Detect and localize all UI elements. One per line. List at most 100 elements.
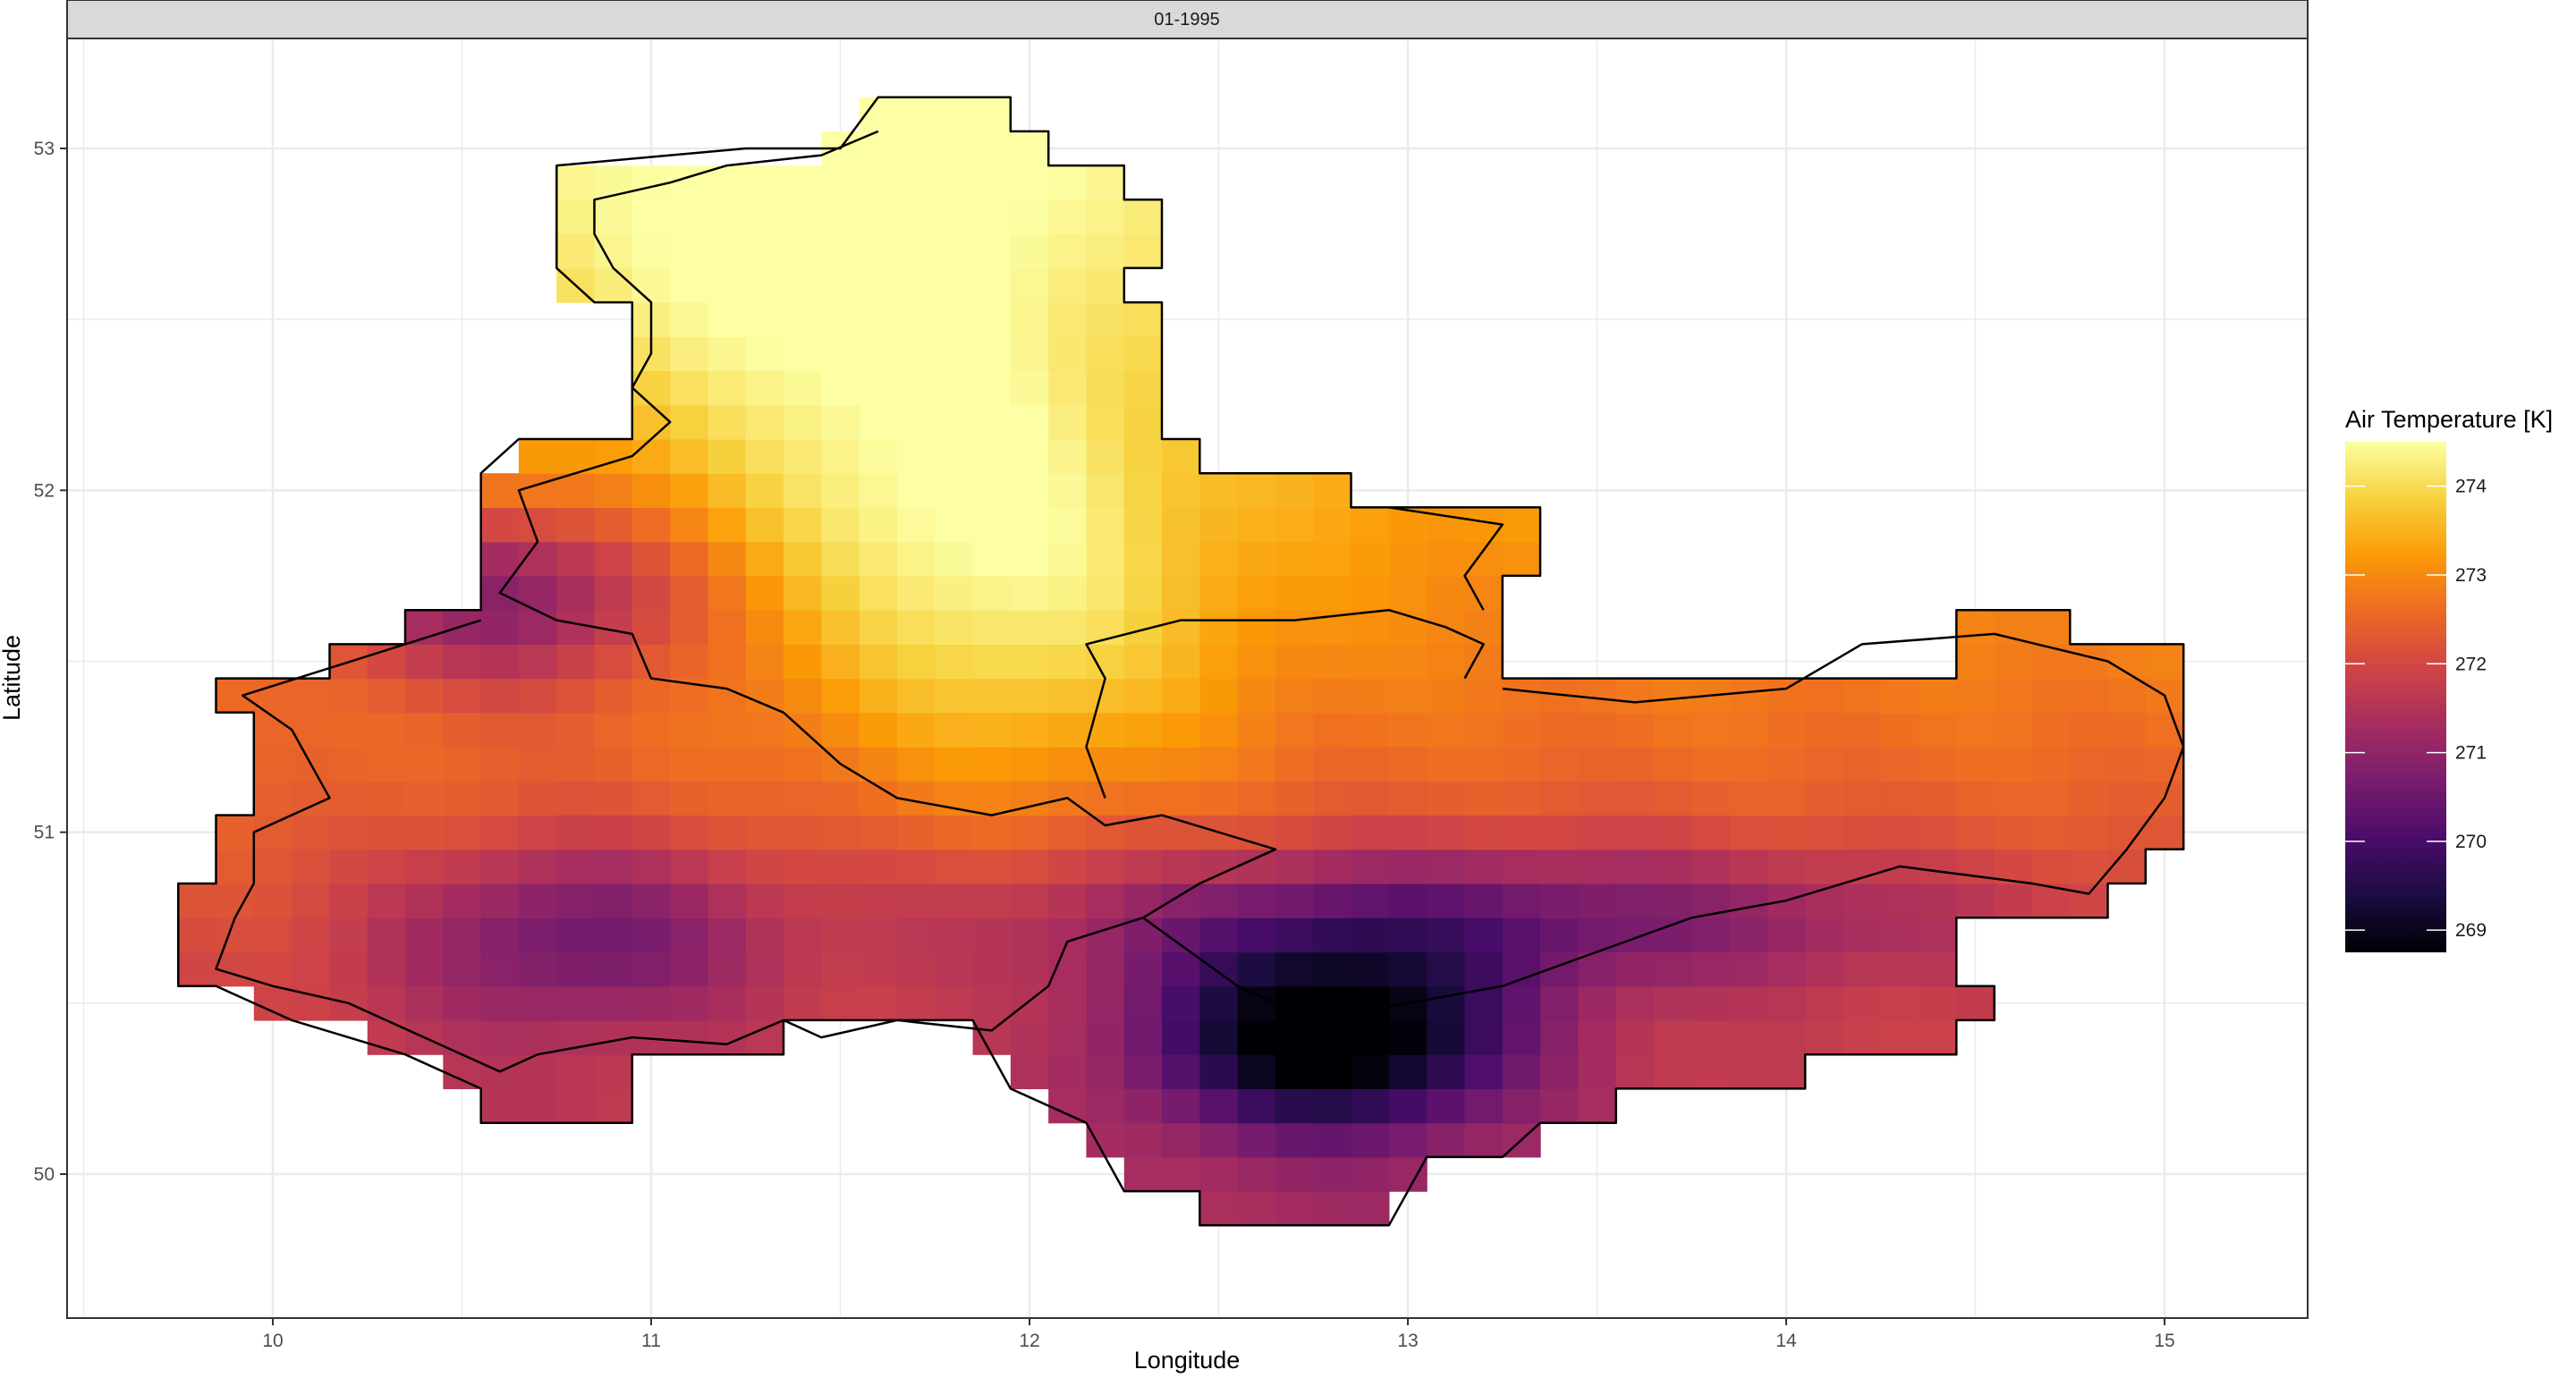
temperature-cell [784,438,822,474]
temperature-cell [745,883,784,918]
temperature-cell [784,199,822,235]
temperature-cell [935,883,974,918]
temperature-cell [972,610,1012,645]
temperature-cell [1313,985,1352,1021]
temperature-cell [1427,917,1466,953]
temperature-cell [1578,1054,1617,1090]
temperature-cell [1464,815,1504,850]
temperature-cell [670,165,709,200]
temperature-cell [745,575,784,611]
temperature-cell [896,131,936,166]
temperature-cell [1199,678,1239,714]
temperature-cell [896,678,936,714]
temperature-cell [708,336,747,372]
temperature-cell [1994,644,2033,680]
temperature-cell [1123,1088,1163,1124]
temperature-cell [821,267,860,303]
temperature-cell [594,541,633,577]
temperature-cell [1464,1019,1504,1055]
temperature-cell [518,747,557,782]
temperature-cell [972,267,1012,303]
temperature-cell [1123,199,1163,235]
temperature-cell [631,747,671,782]
temperature-cell [708,302,747,337]
temperature-cell [1048,883,1088,918]
legend-tick-label: 270 [2455,832,2487,852]
temperature-cell [1048,302,1088,337]
temperature-cell [631,917,671,953]
temperature-cell [216,849,255,884]
temperature-cell [896,849,936,884]
state-border-line [498,130,1277,868]
temperature-cell [1388,678,1428,714]
temperature-cell [1048,438,1088,474]
temperature-cell [1275,610,1314,645]
temperature-cell [896,404,936,440]
temperature-cell [594,1088,633,1124]
temperature-cell [972,199,1012,235]
temperature-cell [745,1019,784,1055]
temperature-cell [1919,678,1957,714]
temperature-cell [1010,644,1049,680]
temperature-cell [1767,985,1806,1021]
temperature-cell [821,370,860,406]
temperature-cell [594,507,633,543]
temperature-cell [1199,1054,1239,1090]
temperature-cell [935,97,974,132]
temperature-cell [518,507,557,543]
temperature-cell [859,199,898,235]
temperature-cell [253,781,292,816]
temperature-cell [1048,267,1088,303]
temperature-cell [1199,747,1239,782]
temperature-cell [935,336,974,372]
temperature-cell [1919,815,1957,850]
temperature-cell [1313,507,1352,543]
temperature-cell [1653,849,1692,884]
temperature-cell [594,747,633,782]
temperature-cell [935,507,974,543]
temperature-cell [1615,781,1655,816]
temperature-cell [1123,985,1163,1021]
temperature-cell [821,815,860,850]
temperature-cell [1880,985,1919,1021]
temperature-cell [1956,644,1996,680]
temperature-cell [2031,781,2071,816]
temperature-cell [1805,815,1844,850]
temperature-cell [1162,712,1200,748]
temperature-cell [1351,644,1390,680]
temperature-cell [1086,438,1125,474]
temperature-cell [670,1019,709,1055]
temperature-cell [1351,849,1390,884]
temperature-cell [1919,917,1957,953]
temperature-cell [1123,302,1163,337]
temperature-cell [784,473,822,509]
temperature-cell [1691,883,1731,918]
temperature-cell [1086,1019,1125,1055]
temperature-cell [1615,985,1655,1021]
temperature-cell [1502,678,1541,714]
x-tick-label: 14 [1775,1331,1797,1351]
temperature-cell [972,781,1012,816]
temperature-cell [1123,917,1163,953]
temperature-cell [1578,815,1617,850]
temperature-cell [1199,883,1239,918]
temperature-cell [480,917,520,953]
temperature-cell [1578,985,1617,1021]
temperature-cell [896,747,936,782]
temperature-cell [1123,473,1163,509]
temperature-cell [1427,1088,1466,1124]
temperature-cell [670,815,709,850]
temperature-cell [896,883,936,918]
temperature-cell [1313,473,1352,509]
temperature-cell [1313,747,1352,782]
temperature-cell [784,781,822,816]
temperature-cell [1956,985,1996,1021]
temperature-cell [1956,883,1996,918]
temperature-cell [1086,781,1125,816]
temperature-cell [2070,644,2109,680]
temperature-cell [670,541,709,577]
temperature-cell [556,1054,596,1090]
temperature-cell [1162,1122,1200,1158]
temperature-cell [556,610,596,645]
temperature-cell [1729,712,1768,748]
